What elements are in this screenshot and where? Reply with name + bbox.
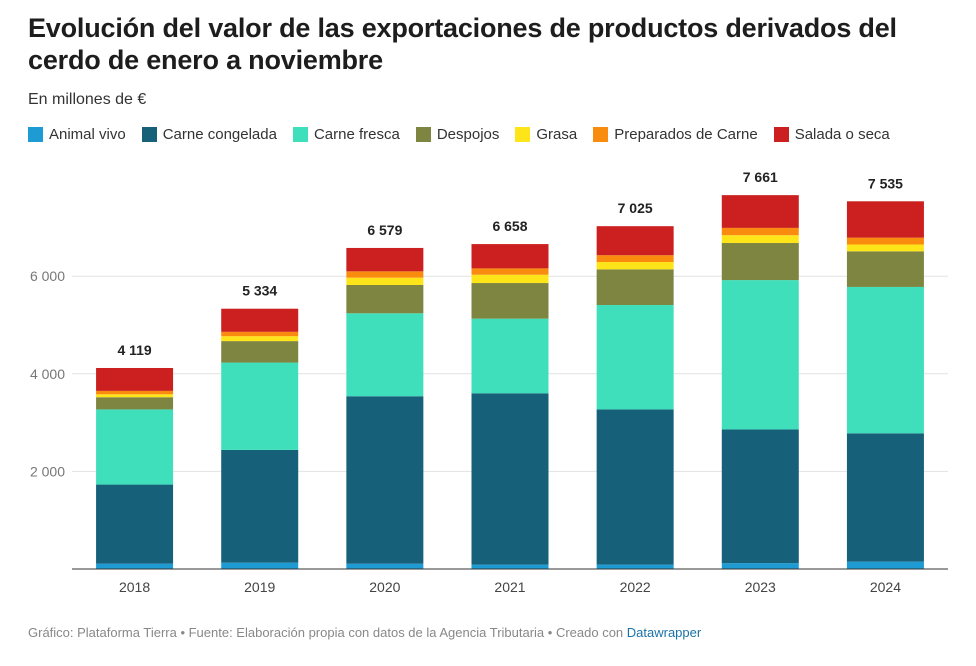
bar-segment	[721, 563, 799, 569]
bar-total-label: 5 334	[242, 283, 277, 299]
bar-segment	[96, 367, 174, 391]
bar-segment	[96, 397, 174, 410]
bar-segment	[721, 243, 799, 281]
x-tick-label: 2019	[244, 579, 275, 595]
legend-label: Despojos	[436, 126, 500, 143]
bar-total-label: 7 535	[868, 175, 903, 191]
legend-item: Preparados de Carne	[593, 126, 758, 143]
x-tick-label: 2024	[870, 579, 901, 595]
bar-total-label: 6 658	[492, 218, 527, 234]
bar-segment	[346, 277, 424, 285]
bar-segment	[221, 341, 299, 363]
legend-label: Carne congelada	[162, 126, 277, 143]
bar-segment	[221, 449, 299, 563]
legend-item: Despojos	[415, 126, 500, 143]
bar-segment	[721, 280, 799, 430]
footer-credits: Gráfico: Plataforma Tierra • Fuente: Ela…	[28, 625, 627, 640]
bar-segment	[596, 262, 674, 270]
bar-total-label: 7 661	[743, 169, 778, 185]
bar-segment	[346, 396, 424, 564]
bar-segment	[346, 247, 424, 272]
legend-item: Grasa	[515, 126, 577, 143]
bar-segment	[471, 283, 549, 319]
x-tick-label: 2023	[745, 579, 776, 595]
bar-segment	[846, 433, 924, 562]
legend-swatch	[28, 127, 43, 142]
x-tick-label: 2022	[620, 579, 651, 595]
legend-label: Salada o seca	[794, 126, 890, 143]
x-tick-label: 2021	[494, 579, 525, 595]
legend-item: Carne fresca	[292, 126, 400, 143]
bar-segment	[346, 271, 424, 278]
bar-segment	[96, 563, 174, 569]
legend-swatch	[415, 127, 431, 142]
bar-segment	[221, 308, 299, 332]
bar-segment	[721, 227, 799, 236]
bar-segment	[96, 484, 174, 564]
x-tick-label: 2018	[119, 579, 150, 595]
bar-segment	[96, 409, 174, 485]
chart-title: Evolución del valor de las exportaciones…	[28, 13, 897, 75]
legend-label: Preparados de Carne	[614, 126, 758, 143]
legend-swatch	[773, 127, 789, 142]
footer: Gráfico: Plataforma Tierra • Fuente: Ela…	[28, 625, 701, 640]
bar-segment	[846, 237, 924, 245]
x-tick-label: 2020	[369, 579, 400, 595]
legend-item: Carne congelada	[141, 126, 277, 143]
bar-segment	[721, 235, 799, 244]
chart-subtitle: En millones de €	[28, 91, 147, 108]
bar-segment	[471, 268, 549, 275]
legend-swatch	[141, 127, 157, 142]
legend-label: Carne fresca	[313, 126, 400, 143]
bar-segment	[596, 226, 674, 256]
bar-total-label: 4 119	[117, 342, 151, 358]
y-tick-label: 2 000	[30, 463, 65, 479]
bar-segment	[471, 274, 549, 284]
bar-segment	[596, 564, 674, 569]
legend-label: Grasa	[536, 126, 578, 143]
bar-segment	[471, 244, 549, 269]
y-tick-label: 4 000	[30, 366, 65, 382]
legend-item: Animal vivo	[28, 126, 126, 143]
bar-segment	[846, 561, 924, 569]
bar-total-label: 6 579	[367, 222, 402, 238]
bar-segment	[221, 562, 299, 569]
legend-label: Animal vivo	[49, 126, 126, 143]
bar-segment	[846, 244, 924, 252]
bar-segment	[846, 251, 924, 287]
bar-segment	[221, 362, 299, 450]
bar-segment	[596, 255, 674, 263]
bar-segment	[596, 269, 674, 305]
legend-swatch	[593, 127, 609, 142]
bar-segment	[221, 336, 299, 342]
bar-segment	[471, 564, 549, 569]
bar-segment	[846, 201, 924, 238]
bar-segment	[96, 394, 174, 398]
bar-segment	[221, 331, 299, 337]
bar-segment	[846, 286, 924, 434]
legend-item: Salada o seca	[773, 126, 890, 143]
bar-segment	[721, 195, 799, 228]
bar-segment	[96, 390, 174, 395]
bar-segment	[346, 284, 424, 314]
bar-total-label: 7 025	[618, 200, 653, 216]
bar-segment	[596, 304, 674, 410]
bar-segment	[471, 393, 549, 565]
datawrapper-link[interactable]: Datawrapper	[626, 625, 702, 640]
legend: Animal vivo Carne congelada Carne fresca De…	[28, 126, 906, 143]
legend-swatch	[515, 127, 531, 142]
bar-segment	[346, 563, 424, 569]
bar-segment	[596, 409, 674, 565]
bar-segment	[721, 429, 799, 564]
bar-segment	[471, 318, 549, 394]
y-tick-label: 6 000	[30, 268, 65, 284]
bar-segment	[346, 313, 424, 397]
legend-swatch	[292, 127, 308, 142]
